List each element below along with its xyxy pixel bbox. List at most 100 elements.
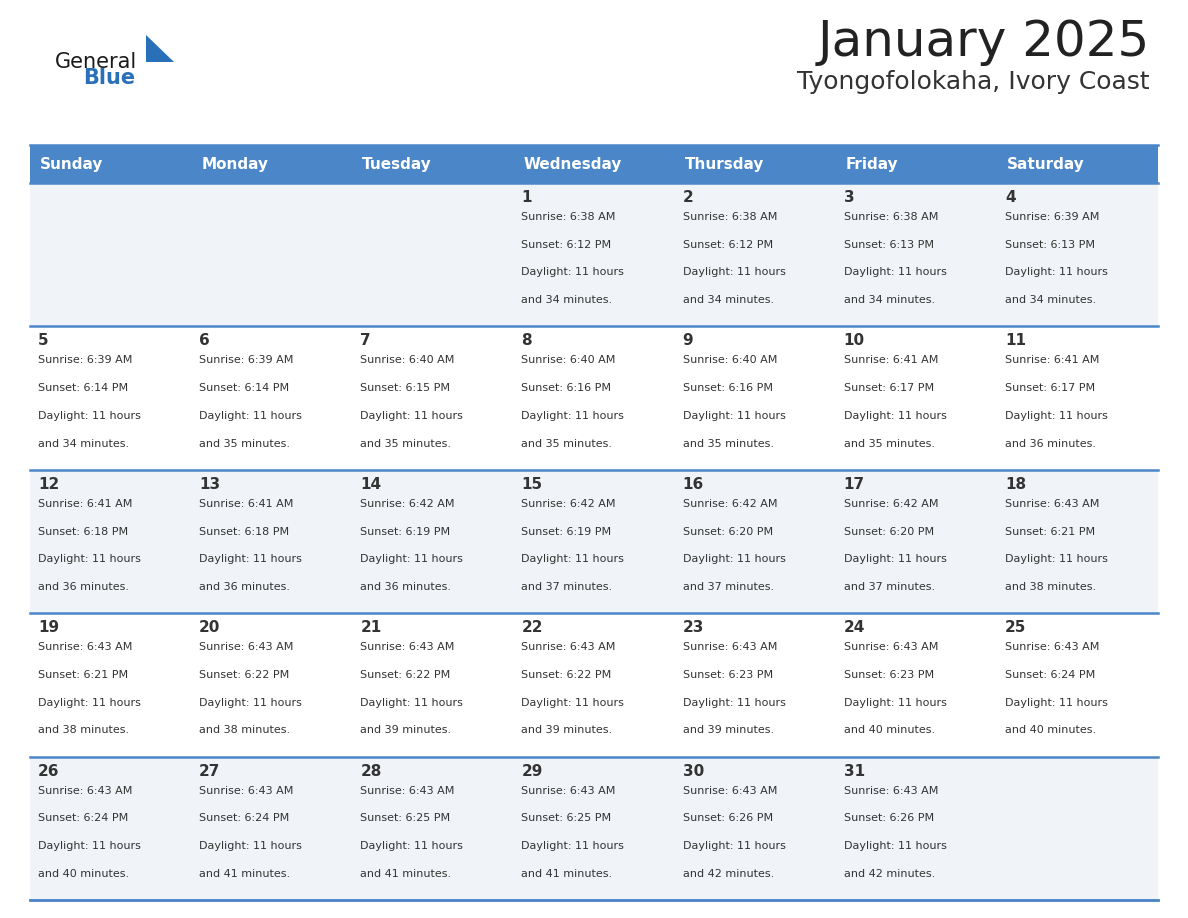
Text: Daylight: 11 hours: Daylight: 11 hours: [38, 554, 141, 565]
Bar: [353, 145, 513, 183]
Text: Daylight: 11 hours: Daylight: 11 hours: [522, 267, 625, 277]
Text: Sunrise: 6:43 AM: Sunrise: 6:43 AM: [1005, 498, 1099, 509]
Bar: [191, 470, 353, 613]
Text: Daylight: 11 hours: Daylight: 11 hours: [683, 411, 785, 420]
Bar: [30, 613, 191, 756]
Bar: [835, 470, 997, 613]
Bar: [513, 470, 675, 613]
Text: Sunrise: 6:42 AM: Sunrise: 6:42 AM: [360, 498, 455, 509]
Text: Daylight: 11 hours: Daylight: 11 hours: [360, 841, 463, 851]
Text: and 42 minutes.: and 42 minutes.: [683, 868, 773, 879]
Text: 28: 28: [360, 764, 381, 778]
Text: Daylight: 11 hours: Daylight: 11 hours: [843, 554, 947, 565]
Text: and 38 minutes.: and 38 minutes.: [1005, 582, 1097, 592]
Text: 9: 9: [683, 333, 693, 349]
Bar: [675, 327, 835, 470]
Text: Daylight: 11 hours: Daylight: 11 hours: [1005, 267, 1107, 277]
Text: Sunrise: 6:43 AM: Sunrise: 6:43 AM: [522, 786, 615, 796]
Text: and 38 minutes.: and 38 minutes.: [38, 725, 129, 735]
Bar: [191, 145, 353, 183]
Text: Sunrise: 6:43 AM: Sunrise: 6:43 AM: [683, 643, 777, 652]
Bar: [191, 613, 353, 756]
Text: Sunset: 6:21 PM: Sunset: 6:21 PM: [1005, 527, 1095, 536]
Text: Sunrise: 6:43 AM: Sunrise: 6:43 AM: [38, 786, 132, 796]
Text: Sunrise: 6:43 AM: Sunrise: 6:43 AM: [843, 643, 939, 652]
Text: Daylight: 11 hours: Daylight: 11 hours: [360, 554, 463, 565]
Text: and 40 minutes.: and 40 minutes.: [38, 868, 129, 879]
Text: Sunset: 6:25 PM: Sunset: 6:25 PM: [360, 813, 450, 823]
Bar: [835, 327, 997, 470]
Text: and 36 minutes.: and 36 minutes.: [38, 582, 129, 592]
Text: Sunrise: 6:38 AM: Sunrise: 6:38 AM: [683, 212, 777, 222]
Text: 11: 11: [1005, 333, 1026, 349]
Bar: [997, 613, 1158, 756]
Text: 3: 3: [843, 190, 854, 205]
Text: Sunrise: 6:43 AM: Sunrise: 6:43 AM: [843, 786, 939, 796]
Bar: [30, 145, 191, 183]
Text: Daylight: 11 hours: Daylight: 11 hours: [843, 698, 947, 708]
Bar: [997, 756, 1158, 900]
Text: Daylight: 11 hours: Daylight: 11 hours: [38, 841, 141, 851]
Text: and 34 minutes.: and 34 minutes.: [522, 296, 613, 305]
Text: Monday: Monday: [201, 156, 268, 172]
Text: Sunset: 6:14 PM: Sunset: 6:14 PM: [38, 383, 128, 393]
Bar: [997, 327, 1158, 470]
Text: 12: 12: [38, 476, 59, 492]
Text: Daylight: 11 hours: Daylight: 11 hours: [683, 554, 785, 565]
Bar: [353, 470, 513, 613]
Text: Daylight: 11 hours: Daylight: 11 hours: [200, 698, 302, 708]
Bar: [675, 145, 835, 183]
Text: and 35 minutes.: and 35 minutes.: [522, 439, 613, 449]
Bar: [997, 145, 1158, 183]
Bar: [997, 470, 1158, 613]
Text: and 37 minutes.: and 37 minutes.: [522, 582, 613, 592]
Text: Sunrise: 6:41 AM: Sunrise: 6:41 AM: [38, 498, 132, 509]
Bar: [675, 613, 835, 756]
Bar: [835, 183, 997, 327]
Text: Sunset: 6:23 PM: Sunset: 6:23 PM: [683, 670, 772, 680]
Text: Daylight: 11 hours: Daylight: 11 hours: [843, 267, 947, 277]
Bar: [30, 470, 191, 613]
Text: and 42 minutes.: and 42 minutes.: [843, 868, 935, 879]
Bar: [835, 756, 997, 900]
Text: Sunrise: 6:43 AM: Sunrise: 6:43 AM: [683, 786, 777, 796]
Text: Blue: Blue: [83, 68, 135, 88]
Text: Sunset: 6:13 PM: Sunset: 6:13 PM: [1005, 240, 1095, 250]
Text: Daylight: 11 hours: Daylight: 11 hours: [360, 698, 463, 708]
Text: and 36 minutes.: and 36 minutes.: [360, 582, 451, 592]
Bar: [513, 183, 675, 327]
Bar: [353, 183, 513, 327]
Text: 2: 2: [683, 190, 694, 205]
Bar: [191, 756, 353, 900]
Text: Sunset: 6:17 PM: Sunset: 6:17 PM: [1005, 383, 1095, 393]
Text: Daylight: 11 hours: Daylight: 11 hours: [200, 411, 302, 420]
Text: and 34 minutes.: and 34 minutes.: [1005, 296, 1097, 305]
Text: and 39 minutes.: and 39 minutes.: [522, 725, 613, 735]
Polygon shape: [146, 35, 173, 62]
Bar: [30, 327, 191, 470]
Text: Sunset: 6:26 PM: Sunset: 6:26 PM: [843, 813, 934, 823]
Text: and 35 minutes.: and 35 minutes.: [843, 439, 935, 449]
Text: 15: 15: [522, 476, 543, 492]
Text: Daylight: 11 hours: Daylight: 11 hours: [1005, 554, 1107, 565]
Bar: [675, 470, 835, 613]
Text: 23: 23: [683, 621, 704, 635]
Text: 1: 1: [522, 190, 532, 205]
Text: Sunset: 6:22 PM: Sunset: 6:22 PM: [360, 670, 450, 680]
Text: Sunrise: 6:43 AM: Sunrise: 6:43 AM: [200, 643, 293, 652]
Text: 4: 4: [1005, 190, 1016, 205]
Text: Sunrise: 6:43 AM: Sunrise: 6:43 AM: [200, 786, 293, 796]
Text: and 41 minutes.: and 41 minutes.: [200, 868, 290, 879]
Text: Sunrise: 6:41 AM: Sunrise: 6:41 AM: [843, 355, 939, 365]
Text: 20: 20: [200, 621, 221, 635]
Text: 25: 25: [1005, 621, 1026, 635]
Bar: [835, 613, 997, 756]
Text: Sunrise: 6:42 AM: Sunrise: 6:42 AM: [683, 498, 777, 509]
Text: and 40 minutes.: and 40 minutes.: [1005, 725, 1097, 735]
Bar: [675, 756, 835, 900]
Text: Sunrise: 6:42 AM: Sunrise: 6:42 AM: [843, 498, 939, 509]
Text: Sunrise: 6:41 AM: Sunrise: 6:41 AM: [1005, 355, 1099, 365]
Text: 10: 10: [843, 333, 865, 349]
Text: Sunset: 6:21 PM: Sunset: 6:21 PM: [38, 670, 128, 680]
Text: and 34 minutes.: and 34 minutes.: [683, 296, 773, 305]
